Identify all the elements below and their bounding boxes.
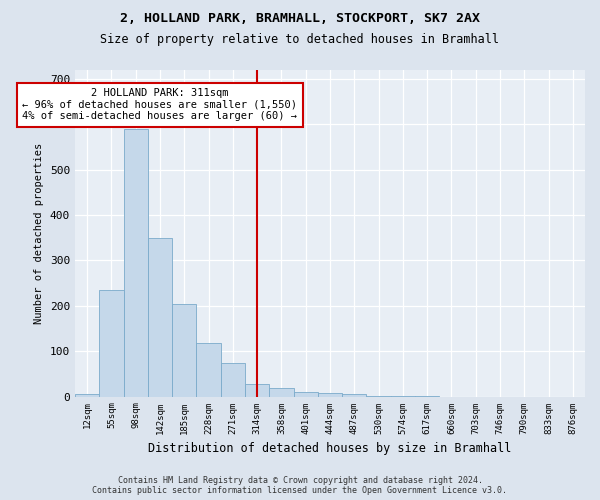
Bar xyxy=(342,394,367,396)
Text: Contains HM Land Registry data © Crown copyright and database right 2024.: Contains HM Land Registry data © Crown c… xyxy=(118,476,482,485)
Bar xyxy=(148,238,172,396)
Bar xyxy=(293,392,318,396)
Text: Contains public sector information licensed under the Open Government Licence v3: Contains public sector information licen… xyxy=(92,486,508,495)
Bar xyxy=(75,394,99,396)
Bar xyxy=(318,394,342,396)
Y-axis label: Number of detached properties: Number of detached properties xyxy=(34,142,44,324)
Text: Size of property relative to detached houses in Bramhall: Size of property relative to detached ho… xyxy=(101,32,499,46)
Bar xyxy=(245,384,269,396)
Bar xyxy=(196,343,221,396)
Bar xyxy=(269,388,293,396)
Bar xyxy=(221,362,245,396)
X-axis label: Distribution of detached houses by size in Bramhall: Distribution of detached houses by size … xyxy=(148,442,512,455)
Bar xyxy=(124,129,148,396)
Bar xyxy=(172,304,196,396)
Text: 2 HOLLAND PARK: 311sqm
← 96% of detached houses are smaller (1,550)
4% of semi-d: 2 HOLLAND PARK: 311sqm ← 96% of detached… xyxy=(23,88,298,122)
Bar xyxy=(99,290,124,397)
Text: 2, HOLLAND PARK, BRAMHALL, STOCKPORT, SK7 2AX: 2, HOLLAND PARK, BRAMHALL, STOCKPORT, SK… xyxy=(120,12,480,26)
